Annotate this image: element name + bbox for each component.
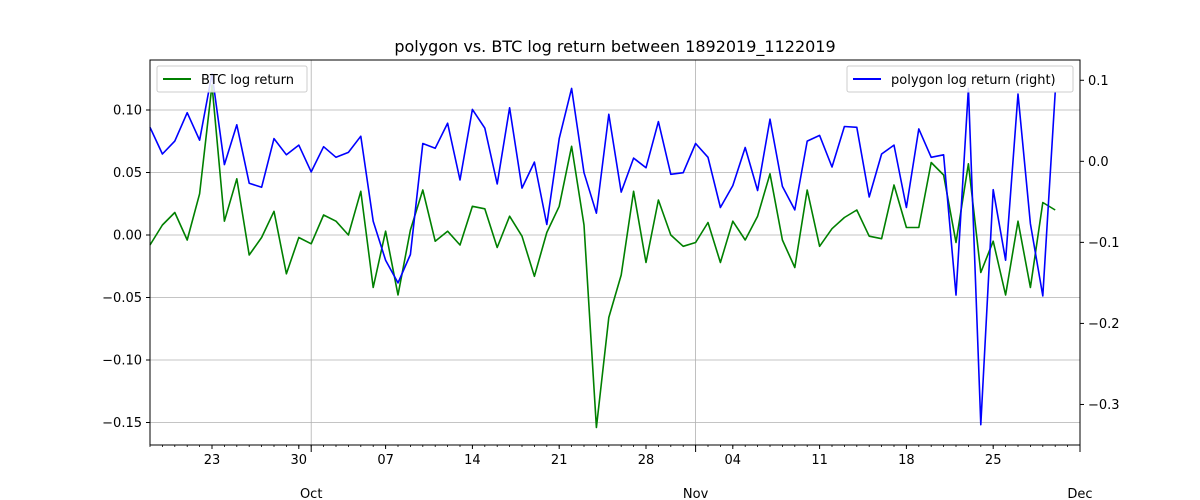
x-minor-tick-label: 11 [811,453,828,468]
x-major-tick-label: Oct [300,487,322,500]
legend-right-box [846,65,1074,93]
y-right-tick-label: −0.3 [1088,398,1120,413]
legend-right: polygon log return (right) [846,65,1074,93]
axes [146,59,1084,452]
series-line-left [149,84,1056,429]
x-minor-tick-label: 04 [725,453,742,468]
x-minor-tick-label: 07 [377,453,394,468]
x-minor-tick-label: 30 [291,453,308,468]
y-right-tick-label: −0.1 [1088,236,1120,251]
series-lines [149,73,1056,429]
x-minor-tick-label: 18 [898,453,915,468]
y-left-tick-label: −0.10 [102,354,142,369]
x-minor-tick-label: 21 [551,453,568,468]
x-minor-tick-label: 14 [464,453,481,468]
y-left-tick-label: 0.00 [113,229,142,244]
tick-labels: 0.10 0.05 0.00 −0.05 −0.10 −0.15 0.1 0.0 −0.1 −0.… [102,74,1119,500]
legend-left: BTC log return [156,65,308,93]
plot-frame [149,59,1081,446]
y-left-tick-label: −0.05 [102,291,142,306]
x-major-tick-label: Nov [683,487,709,500]
y-left-tick-label: 0.05 [113,166,142,181]
legend-left-box [156,65,308,93]
chart-title: polygon vs. BTC log return between 18920… [394,37,835,57]
x-minor-tick-label: 25 [985,453,1002,468]
x-minor-tick-label: 23 [204,453,221,468]
legend-left-label: BTC log return [201,73,294,88]
series-line-right [149,73,1056,426]
legend-right-label: polygon log return (right) [891,73,1056,88]
y-right-tick-label: 0.0 [1088,155,1109,170]
x-minor-tick-label: 28 [638,453,655,468]
grid-lines [150,60,1080,445]
y-left-tick-label: 0.10 [113,104,142,119]
y-right-tick-label: −0.2 [1088,317,1120,332]
x-major-tick-label: Dec [1067,487,1092,500]
y-right-tick-label: 0.1 [1088,74,1109,89]
y-left-tick-label: −0.15 [102,416,142,431]
